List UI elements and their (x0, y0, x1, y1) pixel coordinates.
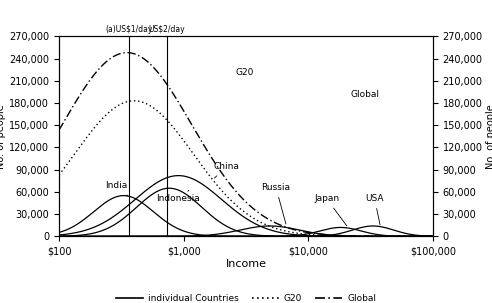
Text: Japan: Japan (314, 194, 347, 226)
Text: Global: Global (351, 90, 380, 99)
Text: Indonesia: Indonesia (156, 190, 200, 203)
Text: Russia: Russia (261, 183, 290, 224)
Text: India: India (106, 181, 128, 196)
Text: USA: USA (366, 194, 384, 225)
Legend: individual Countries, G20, Global: individual Countries, G20, Global (112, 291, 380, 303)
Y-axis label: No. of people: No. of people (486, 104, 492, 169)
Text: China: China (214, 162, 239, 178)
Text: G20: G20 (235, 68, 254, 77)
X-axis label: Income: Income (225, 259, 267, 269)
Text: US$2/day: US$2/day (148, 25, 185, 34)
Y-axis label: No. of people: No. of people (0, 104, 6, 169)
Text: (a)US$1/day: (a)US$1/day (105, 25, 153, 34)
